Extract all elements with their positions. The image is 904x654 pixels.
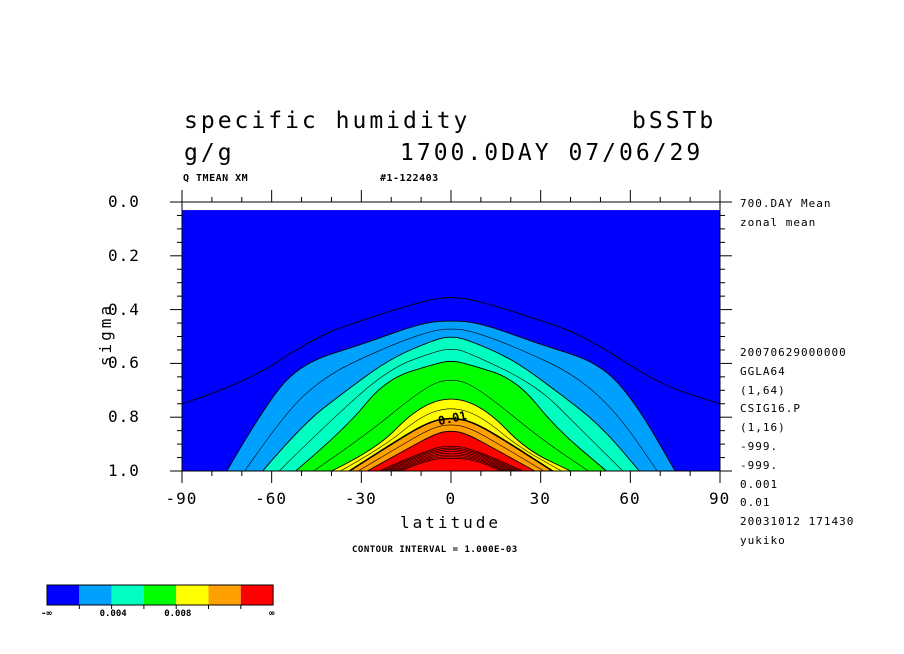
y-tick-label: 0.4 [108, 299, 140, 319]
colorbar-label: 0.008 [164, 609, 192, 619]
colorbar-label: -∞ [41, 609, 52, 619]
contour-core-4 [391, 452, 511, 472]
side-info-line: 0.001 [740, 477, 779, 491]
side-info-line: -999. [740, 440, 779, 453]
colorbar-swatch-3 [143, 585, 177, 605]
colorbar-swatch-6 [240, 585, 274, 605]
side-info-line: (1,64) [740, 383, 786, 397]
y-tick-label: 0.2 [108, 245, 140, 265]
contour-mid-4 [340, 408, 562, 472]
x-tick-label: 0 [445, 489, 457, 508]
variable-label: Q TMEAN XM [183, 173, 249, 184]
colorbar-swatch-5 [208, 585, 241, 605]
contour-mid-2 [278, 348, 624, 472]
contour-line-0 [181, 297, 721, 405]
x-tick-label: 30 [529, 489, 551, 508]
side-info-line: -999. [740, 458, 779, 472]
x-tick-label: -90 [165, 489, 198, 508]
y-tick-label: 1.0 [108, 461, 140, 480]
contour-core-0 [379, 445, 523, 472]
y-tick-label: 0.0 [108, 192, 140, 211]
contour-core-6 [397, 456, 505, 472]
colorbar-swatch-4 [176, 585, 209, 605]
x-tick-label: 60 [619, 489, 641, 508]
colorbar-swatch-0 [47, 585, 80, 605]
side-info-line: 20070629000000 [740, 346, 847, 359]
contour-mid-5 [358, 424, 544, 472]
contour-line-1 [226, 320, 676, 472]
contour-label: 0.01 [437, 409, 468, 429]
contour-core-5 [394, 454, 508, 472]
contour-mid-3 [313, 379, 589, 472]
colorbar-frame [46, 584, 274, 606]
mean-label: 700.DAY Mean [740, 197, 832, 210]
units-label: g/g [184, 140, 235, 166]
side-info-line: 0.01 [740, 496, 771, 510]
mean-type-label: zonal mean [740, 216, 817, 229]
contour-line-6 [367, 430, 535, 472]
contour-line-2 [262, 336, 640, 472]
colorbar-swatch-1 [79, 585, 112, 605]
x-tick-label: -60 [255, 489, 288, 508]
contour-line-3 [295, 360, 607, 472]
contour-core-3 [388, 451, 514, 472]
y-tick-label: 0.6 [108, 353, 140, 373]
contour-core-2 [385, 449, 517, 472]
side-info-line: 20031012 171430 [740, 515, 855, 529]
contour-interval-label: CONTOUR INTERVAL = 1.000E-03 [352, 545, 518, 555]
time-label: 1700.0DAY 07/06/29 [400, 140, 704, 166]
side-info-line: (1,16) [740, 421, 786, 435]
chart-title: specific humidity [184, 108, 471, 134]
contour-line-5 [348, 417, 554, 472]
colorbar-swatch-2 [111, 585, 144, 605]
x-axis-label: latitude [400, 513, 502, 532]
x-tick-label: 90 [709, 489, 731, 508]
side-info-line: GGLA64 [740, 364, 786, 378]
contour-line-4 [331, 398, 571, 472]
contour-mid-1 [244, 328, 658, 472]
x-tick-label: -30 [344, 489, 377, 508]
side-info-line: yukiko [740, 534, 786, 547]
case-id-label: #1-122403 [380, 173, 439, 184]
colorbar-label: ∞ [269, 609, 275, 619]
contour-core-7 [400, 458, 502, 472]
side-info-line: CSIG16.P [740, 402, 801, 416]
y-tick-label: 0.8 [108, 407, 140, 427]
run-name: bSSTb [632, 108, 717, 134]
colorbar-label: 0.004 [99, 609, 127, 619]
contour-core-1 [382, 447, 520, 472]
